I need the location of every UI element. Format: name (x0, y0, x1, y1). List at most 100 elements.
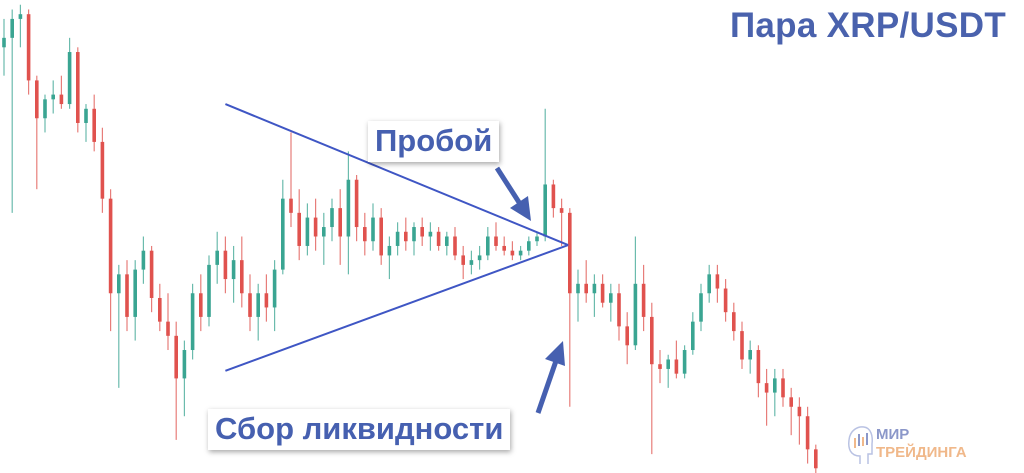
candle (814, 444, 818, 473)
candle-body (117, 274, 121, 294)
candle (715, 264, 720, 303)
candle-body (322, 227, 326, 237)
candle-body (330, 208, 334, 228)
candle (297, 189, 301, 261)
candle-body (223, 250, 228, 280)
candle (650, 302, 654, 455)
candle-body (420, 227, 424, 237)
candle (568, 208, 572, 407)
candle (764, 368, 769, 426)
candle (354, 175, 359, 242)
candle (641, 264, 646, 332)
candle (543, 108, 547, 242)
candle (748, 340, 752, 374)
candle (428, 222, 433, 251)
candle-body (2, 37, 6, 48)
candle-body (592, 283, 597, 294)
candle-body (584, 283, 588, 294)
candle (133, 260, 137, 341)
candle (215, 231, 219, 284)
candle-body (133, 269, 137, 317)
candle-body (289, 198, 293, 213)
candle (518, 245, 523, 261)
candle-body (568, 212, 572, 294)
logo-text-line1: МИР (876, 426, 910, 443)
candle-body (248, 293, 252, 317)
candle (35, 75, 39, 190)
candle-body (412, 227, 416, 242)
candle-body (305, 217, 310, 246)
candle-body (789, 397, 793, 407)
candle-body (354, 179, 359, 228)
candle-body (650, 316, 654, 365)
candle (461, 245, 465, 280)
candle (682, 345, 687, 379)
candle-body (182, 350, 187, 379)
candle (756, 345, 761, 398)
candle-body (264, 293, 269, 308)
candle (59, 75, 64, 109)
candle (125, 260, 129, 332)
candle (272, 260, 277, 332)
candle (363, 212, 367, 256)
candle (18, 4, 23, 48)
candle-body (600, 283, 605, 303)
candle (223, 236, 228, 294)
candle-body (691, 321, 695, 351)
candle-body (51, 94, 55, 100)
candle (387, 236, 392, 280)
candle-body (469, 260, 474, 265)
candle (707, 264, 711, 303)
candle-body (240, 260, 244, 294)
candle-body (92, 108, 96, 142)
candle-body (502, 245, 506, 251)
candle-body (764, 383, 769, 393)
candle-body (67, 52, 72, 105)
candle-body (346, 179, 351, 237)
candle (559, 198, 564, 246)
candle-body (625, 326, 629, 346)
candle (43, 94, 47, 133)
candle (313, 198, 318, 251)
candle-body (723, 288, 728, 313)
candle-body (732, 312, 736, 332)
candle (551, 179, 556, 218)
candle (797, 397, 802, 445)
trendline-upper (225, 103, 569, 246)
candle (248, 274, 252, 332)
candle (289, 132, 293, 228)
candle-body (395, 231, 400, 246)
candle (723, 279, 728, 322)
candle-body (494, 236, 498, 246)
candle (469, 250, 474, 275)
candle (379, 208, 383, 265)
candle-body (18, 14, 23, 19)
candle-body (100, 141, 105, 199)
candle-body (404, 231, 408, 242)
candle (166, 293, 170, 351)
candle (190, 283, 195, 360)
candle (322, 212, 326, 265)
candle (76, 47, 80, 133)
chart-title: Пара XRP/USDT (729, 6, 1006, 45)
candle (338, 189, 342, 265)
candle-body (313, 217, 318, 237)
candle-body (674, 359, 679, 374)
candle (346, 151, 351, 275)
candle (436, 227, 441, 251)
candle (789, 387, 793, 436)
candle (281, 179, 285, 275)
candle-body (149, 250, 154, 298)
candle-body (272, 269, 277, 308)
candle (158, 283, 162, 332)
candle (666, 354, 670, 388)
candle-body (773, 378, 777, 393)
candle-body (805, 416, 810, 450)
candle (149, 245, 154, 313)
candle-body (748, 350, 752, 360)
liquidity-grab-label: Сбор ликвидности (208, 409, 511, 450)
candle (617, 283, 621, 341)
candle (174, 321, 178, 440)
candle (510, 241, 515, 261)
